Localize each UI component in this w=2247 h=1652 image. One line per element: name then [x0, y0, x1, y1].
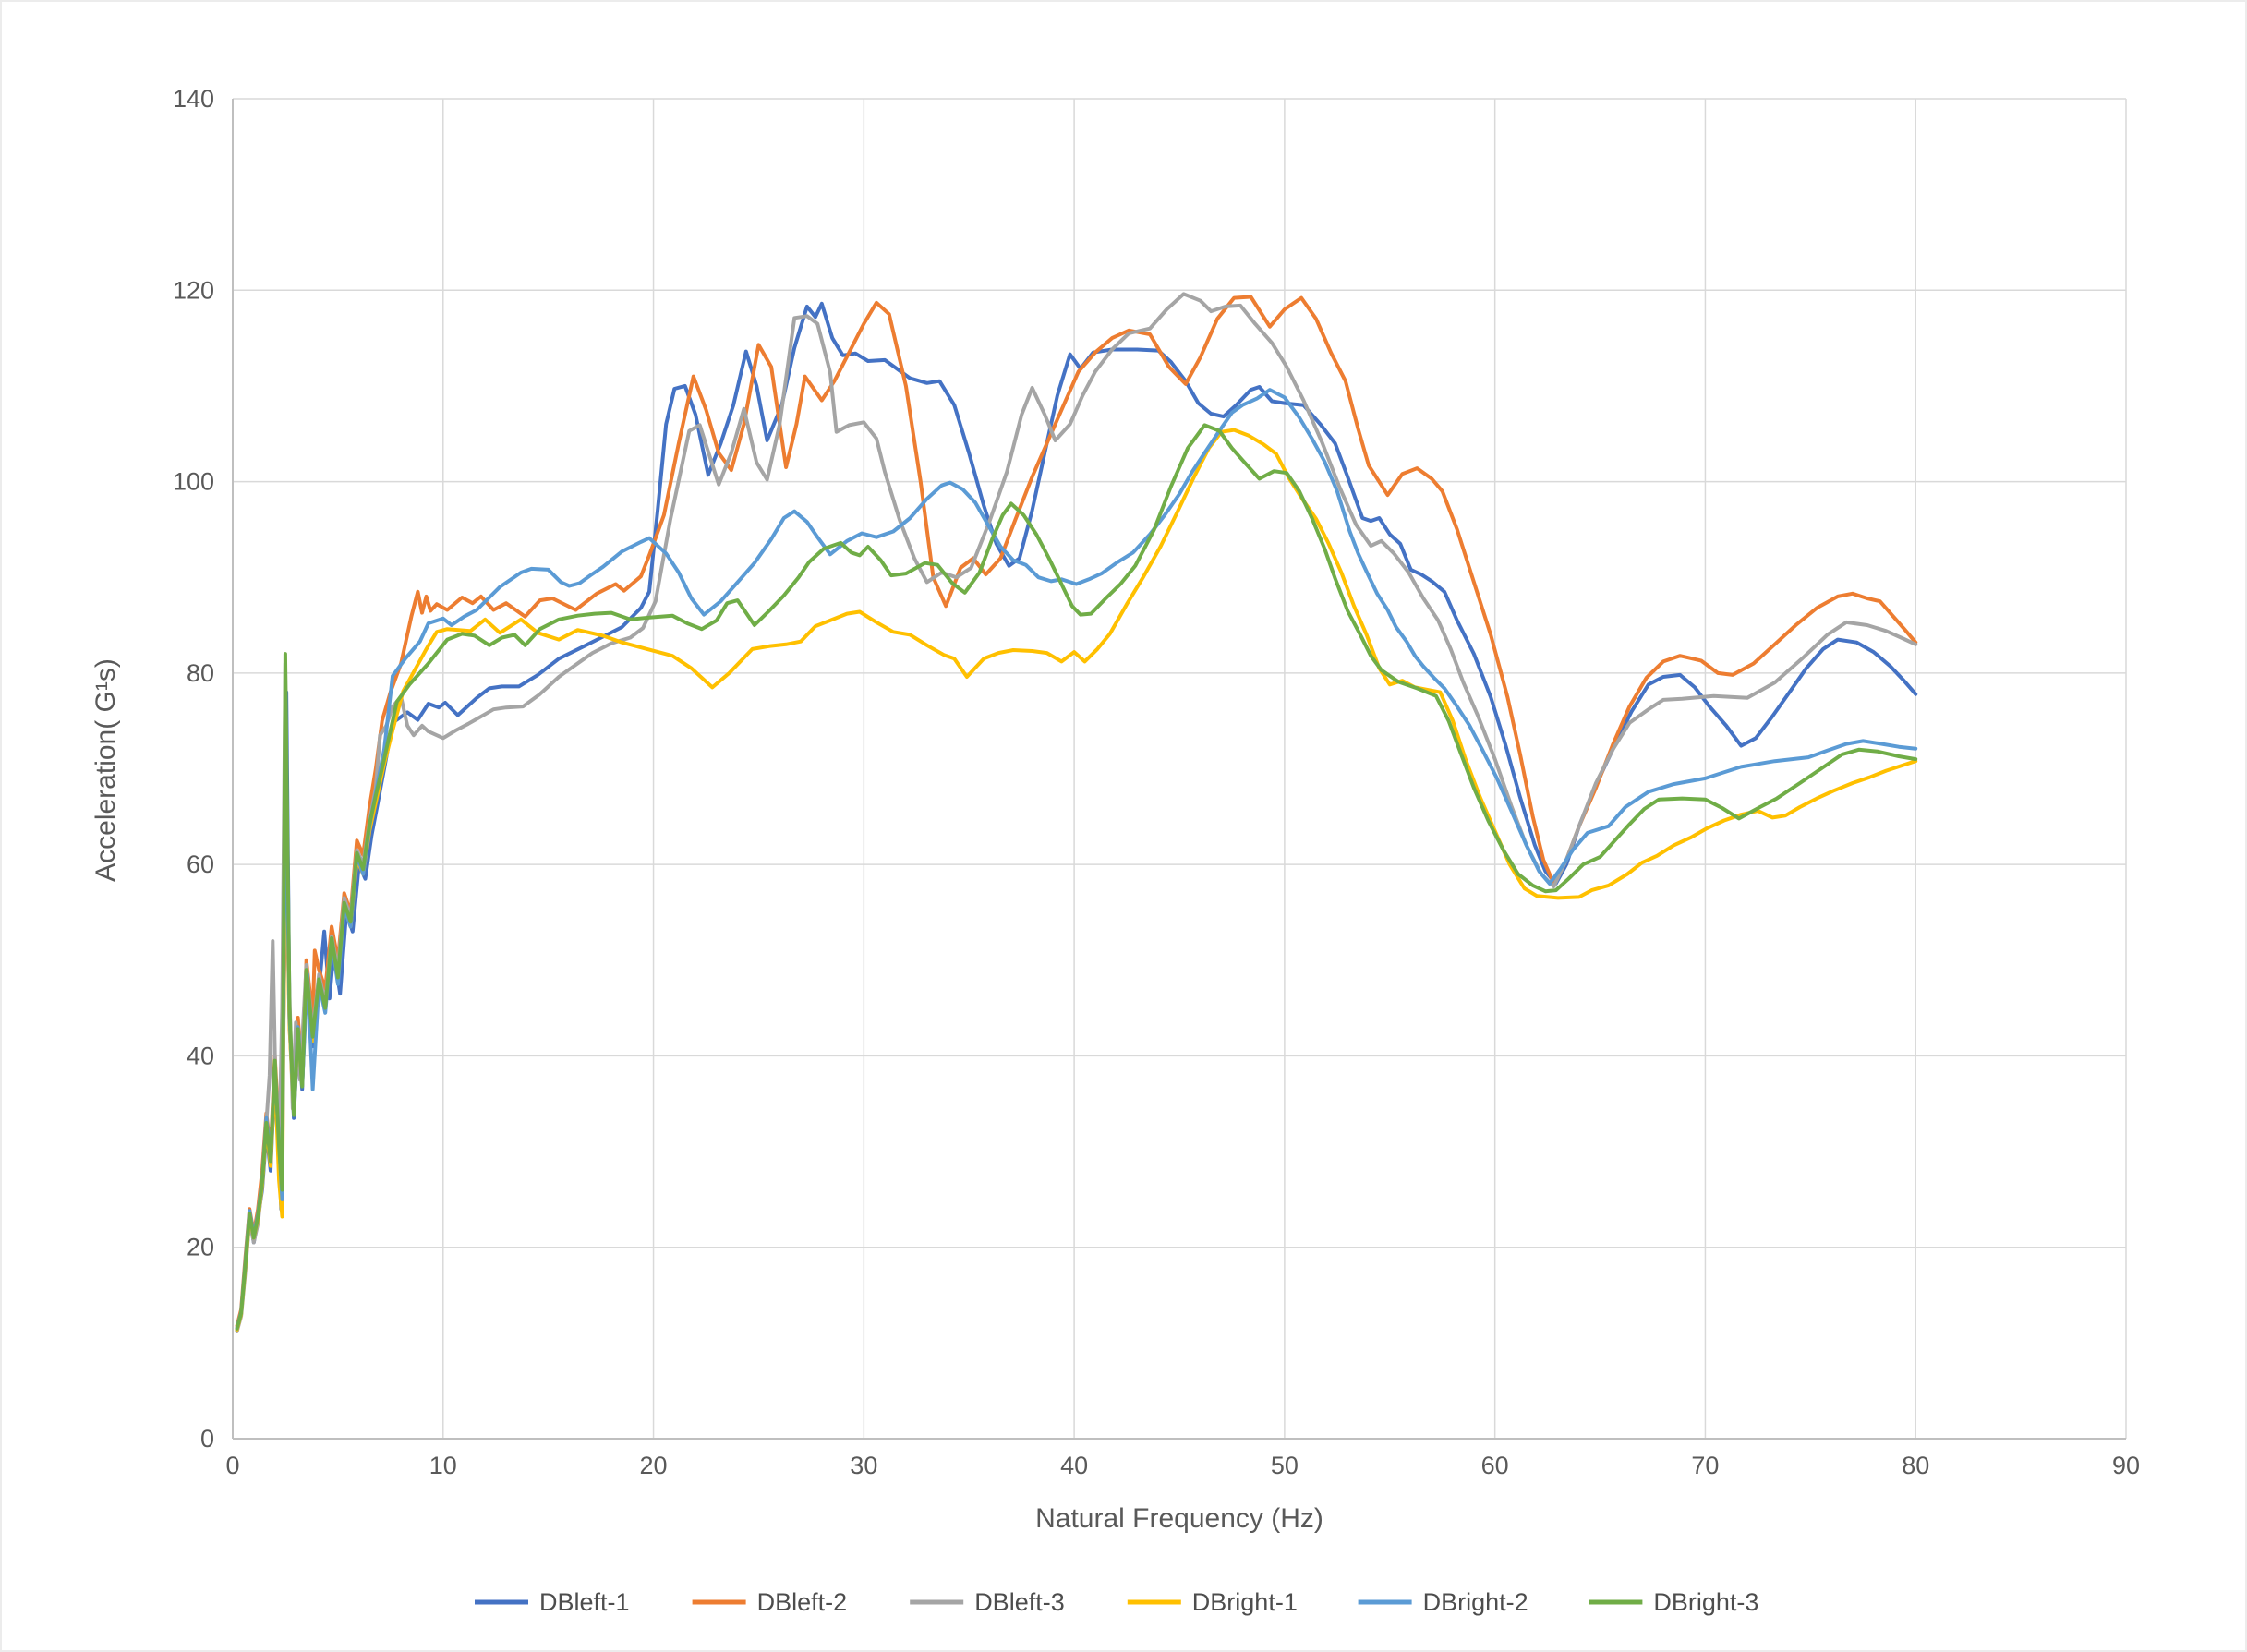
series-line-DBleft-2 — [235, 295, 1918, 1328]
series-line-DBleft-3 — [235, 292, 1918, 1333]
legend-label: DBright-3 — [1653, 1588, 1758, 1616]
x-tick-label: 0 — [225, 1452, 239, 1479]
y-tick-label: 20 — [187, 1234, 214, 1261]
series-lines — [235, 292, 1918, 1333]
x-tick-label: 90 — [2112, 1452, 2140, 1479]
x-tick-label: 80 — [1902, 1452, 1929, 1479]
y-tick-label: 80 — [187, 659, 214, 687]
x-tick-label: 10 — [429, 1452, 457, 1479]
y-tick-label: 100 — [173, 468, 214, 496]
y-tick-label: 120 — [173, 276, 214, 304]
x-tick-label: 60 — [1481, 1452, 1509, 1479]
y-tick-label: 140 — [173, 85, 214, 113]
legend-item-DBleft-2: DBleft-2 — [692, 1588, 848, 1616]
series-line-DBright-2 — [235, 388, 1918, 1330]
legend-label: DBright-2 — [1423, 1588, 1528, 1616]
x-tick-label: 40 — [1060, 1452, 1088, 1479]
legend-item-DBright-2: DBright-2 — [1358, 1588, 1528, 1616]
series-line-DBleft-1 — [235, 301, 1918, 1332]
x-tick-label: 50 — [1271, 1452, 1299, 1479]
y-axis-title: Acceleration( G¹s) — [91, 658, 121, 882]
y-tick-label: 60 — [187, 850, 214, 878]
x-tick-label: 30 — [850, 1452, 877, 1479]
legend: DBleft-1 DBleft-2 DBleft-3 DBright-1 DBright… — [475, 1588, 1758, 1616]
axis-lines — [232, 99, 2126, 1440]
legend-item-DBright-1: DBright-1 — [1127, 1588, 1298, 1616]
legend-label: DBright-1 — [1192, 1588, 1298, 1616]
legend-item-DBleft-1: DBleft-1 — [475, 1588, 630, 1616]
x-tick-label: 70 — [1691, 1452, 1719, 1479]
legend-label: DBleft-3 — [974, 1588, 1065, 1616]
series-line-DBright-3 — [235, 423, 1918, 1331]
y-tick-label: 0 — [200, 1425, 214, 1453]
y-tick-labels: 0 20 40 60 80 100 120 140 — [173, 85, 214, 1453]
x-tick-label: 20 — [640, 1452, 668, 1479]
x-tick-labels: 0 10 20 30 40 50 60 70 80 90 — [225, 1452, 2140, 1479]
legend-item-DBleft-3: DBleft-3 — [910, 1588, 1065, 1616]
legend-item-DBright-3: DBright-3 — [1589, 1588, 1758, 1616]
legend-label: DBleft-2 — [757, 1588, 848, 1616]
legend-label: DBleft-1 — [539, 1588, 630, 1616]
y-tick-label: 40 — [187, 1042, 214, 1069]
x-axis-title: Natural Frequency (Hz) — [1035, 1503, 1323, 1534]
series-line-DBright-1 — [235, 428, 1918, 1332]
